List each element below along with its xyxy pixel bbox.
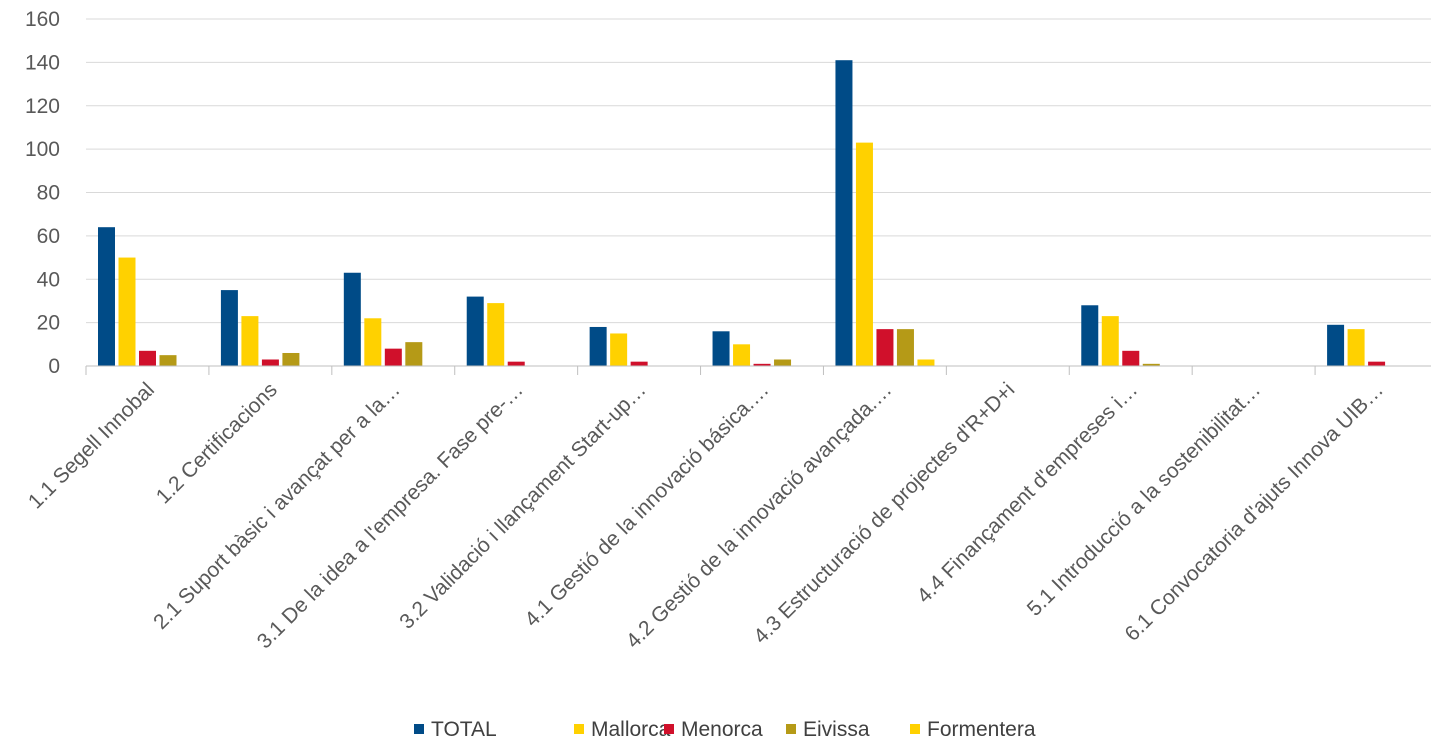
bar-total-1: [220, 290, 238, 366]
y-tick-label: 140: [25, 51, 60, 74]
bar-eivissa-1: [282, 352, 300, 366]
bar-total-10: [1327, 324, 1345, 366]
legend-label-formentera: Formentera: [927, 718, 1036, 741]
y-tick-label: 40: [37, 268, 60, 291]
bar-menorca-1: [261, 359, 279, 366]
y-tick-label: 20: [37, 312, 60, 335]
bar-mallorca-8: [1101, 316, 1119, 366]
bar-menorca-4: [630, 361, 648, 366]
y-tick-label: 0: [48, 355, 60, 378]
legend-swatch-formentera: [910, 724, 920, 734]
bar-total-2: [343, 272, 361, 366]
bar-menorca-10: [1368, 361, 1386, 366]
y-tick-label: 100: [25, 138, 60, 161]
bar-mallorca-10: [1347, 329, 1365, 366]
x-axis: [85, 365, 1431, 375]
bar-total-5: [712, 331, 730, 366]
bar-menorca-5: [753, 363, 771, 366]
bar-mallorca-3: [487, 303, 505, 366]
bar-mallorca-2: [364, 318, 382, 366]
y-axis-ticks: 0 20 40 60 80 100 120 140 160: [25, 8, 60, 378]
bar-eivissa-2: [405, 342, 423, 366]
legend-swatch-eivissa: [786, 724, 796, 734]
legend: TOTAL Mallorca Menorca Eivissa Formentera: [414, 718, 1036, 741]
x-category-label: 4.4 Finançament d'empreses i…: [913, 378, 1143, 608]
gridlines: [86, 18, 1431, 324]
bar-menorca-3: [507, 361, 525, 366]
x-category-label: 1.2 Certificacions: [152, 378, 282, 508]
y-tick-label: 160: [25, 8, 60, 31]
legend-swatch-mallorca: [574, 724, 584, 734]
legend-swatch-menorca: [664, 724, 674, 734]
bar-mallorca-0: [118, 257, 136, 366]
legend-swatch-total: [414, 724, 424, 734]
bar-eivissa-8: [1142, 363, 1160, 366]
x-category-label: 3.1 De la idea a l'empresa. Fase pre-…: [253, 378, 528, 653]
x-category-label: 3.2 Validació i llançament Start-up…: [395, 378, 650, 633]
bar-menorca-0: [139, 350, 156, 366]
bar-total-8: [1081, 305, 1099, 366]
bar-menorca-8: [1122, 350, 1140, 366]
x-category-label: 1.1 Segell Innobal: [24, 378, 159, 513]
y-tick-label: 120: [25, 95, 60, 118]
bar-menorca-2: [384, 348, 402, 366]
bar-total-3: [466, 296, 484, 366]
bar-eivissa-6: [896, 329, 914, 366]
y-tick-label: 60: [37, 225, 60, 248]
x-category-label: 2.1 Suport bàsic i avançat per a la…: [149, 378, 405, 634]
bars: [98, 60, 1386, 367]
bar-mallorca-4: [610, 333, 628, 366]
bar-eivissa-5: [774, 359, 792, 366]
y-tick-label: 80: [37, 182, 60, 205]
x-category-label: 6.1 Convocatoria d'ajuts Innova UIB…: [1121, 378, 1389, 646]
bar-total-0: [98, 227, 115, 366]
bar-total-4: [589, 326, 607, 366]
bar-mallorca-1: [241, 316, 259, 366]
legend-label-eivissa: Eivissa: [803, 718, 870, 741]
bar-mallorca-5: [733, 344, 751, 366]
x-category-label: 4.1 Gestió de la innovació básica.…: [520, 378, 773, 631]
x-category-label: 5.1 Introducció a la sostenibilitat…: [1023, 378, 1265, 620]
bar-formentera-6: [917, 359, 935, 366]
bar-menorca-6: [876, 329, 894, 366]
x-category-label: 4.2 Gestió de la innovació avançada.…: [622, 378, 897, 653]
bar-mallorca-6: [855, 142, 873, 366]
bar-total-6: [835, 60, 853, 367]
x-category-label: 4.3 Estructuració de projectes d'R+D+i: [749, 378, 1019, 648]
bar-eivissa-0: [159, 355, 177, 366]
legend-label-mallorca: Mallorca: [591, 718, 671, 741]
legend-label-total: TOTAL: [431, 718, 497, 741]
legend-label-menorca: Menorca: [681, 718, 763, 741]
